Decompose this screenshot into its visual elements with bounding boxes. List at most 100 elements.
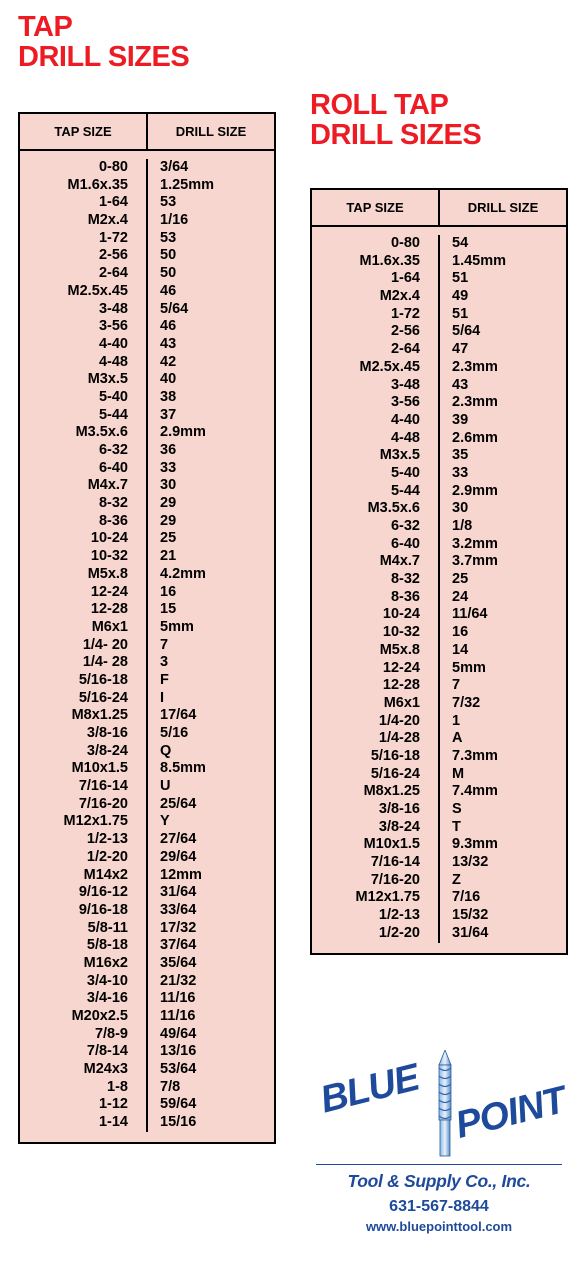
tap-drill-cell: 53/64	[160, 1061, 274, 1079]
tap-drill-cell: 46	[160, 283, 274, 301]
roll-tap-cell: M1.6x.35	[312, 253, 420, 271]
tap-drill-cell: 46	[160, 318, 274, 336]
tap-tap-cell: 3-56	[20, 318, 128, 336]
roll-tap-cell: 5-44	[312, 483, 420, 501]
roll-drill-cell: 2.3mm	[452, 359, 566, 377]
tap-tap-cell: 3-48	[20, 301, 128, 319]
roll-tap-cell: 3-56	[312, 394, 420, 412]
roll-drill-cell: 1	[452, 713, 566, 731]
roll-tap-cell: 6-32	[312, 518, 420, 536]
roll-drill-cell: 14	[452, 642, 566, 660]
tap-drill-cell: 1.25mm	[160, 177, 274, 195]
tap-title-line1: TAP	[18, 12, 189, 42]
roll-tap-cell: M8x1.25	[312, 783, 420, 801]
tap-tap-cell: 5-40	[20, 389, 128, 407]
tap-tap-cell: 8-36	[20, 513, 128, 531]
tap-drill-cell: 38	[160, 389, 274, 407]
tap-tap-cell: 1-12	[20, 1096, 128, 1114]
roll-drill-cell: 54	[452, 235, 566, 253]
roll-drill-cell: 7	[452, 677, 566, 695]
tap-drill-cell: 29	[160, 513, 274, 531]
roll-tap-cell: M3.5x.6	[312, 500, 420, 518]
roll-drill-cell: 7/32	[452, 695, 566, 713]
roll-drill-cell: Z	[452, 872, 566, 890]
roll-header-tapsize: TAP SIZE	[312, 190, 440, 225]
roll-tap-cell: M2.5x.45	[312, 359, 420, 377]
roll-drill-cell: M	[452, 766, 566, 784]
roll-drill-cell: 2.3mm	[452, 394, 566, 412]
tap-drill-cell: 21	[160, 548, 274, 566]
tap-drill-cell: 5/64	[160, 301, 274, 319]
tap-tap-cell: 1-64	[20, 194, 128, 212]
roll-drill-cell: 5mm	[452, 660, 566, 678]
tap-tap-cell: M16x2	[20, 955, 128, 973]
tap-tap-cell: M2.5x.45	[20, 283, 128, 301]
tap-tap-cell: M14x2	[20, 867, 128, 885]
tap-tap-cell: 7/8-9	[20, 1026, 128, 1044]
roll-drill-cell: 1.45mm	[452, 253, 566, 271]
tap-tap-cell: 1/4- 28	[20, 654, 128, 672]
logo-blue-text: BLUE	[316, 1057, 423, 1123]
tap-tap-cell: 2-64	[20, 265, 128, 283]
roll-drill-cell: 2.9mm	[452, 483, 566, 501]
roll-tap-cell: 1/2-13	[312, 907, 420, 925]
roll-tap-cell: 12-24	[312, 660, 420, 678]
roll-body: 0-80M1.6x.351-64M2x.41-722-562-64M2.5x.4…	[312, 227, 566, 953]
roll-drill-cell: T	[452, 819, 566, 837]
tap-tap-cell: 9/16-18	[20, 902, 128, 920]
roll-drill-cell: 51	[452, 306, 566, 324]
roll-drill-cell: 47	[452, 341, 566, 359]
roll-drill-cell: S	[452, 801, 566, 819]
tap-drill-cell: 4.2mm	[160, 566, 274, 584]
tap-tap-cell: M1.6x.35	[20, 177, 128, 195]
tap-table: TAP SIZE DRILL SIZE 0-80M1.6x.351-64M2x.…	[18, 112, 276, 1144]
roll-tap-cell: 1/2-20	[312, 925, 420, 943]
tap-drill-cell: 15	[160, 601, 274, 619]
roll-tap-cell: 12-28	[312, 677, 420, 695]
tap-tap-cell: 12-24	[20, 584, 128, 602]
tap-drill-cell: 49/64	[160, 1026, 274, 1044]
tap-drill-cell: 5/16	[160, 725, 274, 743]
tap-tap-cell: 3/4-10	[20, 973, 128, 991]
logo-url: www.bluepointtool.com	[310, 1219, 568, 1234]
roll-drill-cell: 33	[452, 465, 566, 483]
tap-tap-cell: 4-48	[20, 354, 128, 372]
tap-tap-cell: 3/8-16	[20, 725, 128, 743]
tap-tap-cell: M3.5x.6	[20, 424, 128, 442]
tap-drill-cell: 50	[160, 265, 274, 283]
tap-tap-cell: 10-32	[20, 548, 128, 566]
roll-drill-cell: 7.4mm	[452, 783, 566, 801]
tap-tap-cell: 1/4- 20	[20, 637, 128, 655]
tap-drill-cell: 43	[160, 336, 274, 354]
roll-tap-cell: 5-40	[312, 465, 420, 483]
roll-drill-cell: 13/32	[452, 854, 566, 872]
roll-table: TAP SIZE DRILL SIZE 0-80M1.6x.351-64M2x.…	[310, 188, 568, 955]
roll-drill-cell: 9.3mm	[452, 836, 566, 854]
roll-drill-cell: 7.3mm	[452, 748, 566, 766]
tap-tap-cell: 9/16-12	[20, 884, 128, 902]
tap-header-tapsize: TAP SIZE	[20, 114, 148, 149]
tap-drill-cell: 31/64	[160, 884, 274, 902]
roll-tap-cell: M2x.4	[312, 288, 420, 306]
roll-tap-cell: 8-36	[312, 589, 420, 607]
tap-tap-cell: M10x1.5	[20, 760, 128, 778]
tap-drill-cell: 2.9mm	[160, 424, 274, 442]
tap-drill-cell: 53	[160, 194, 274, 212]
roll-tap-cell: M6x1	[312, 695, 420, 713]
tap-tap-cell: 1/2-13	[20, 831, 128, 849]
tap-header-drillsize: DRILL SIZE	[148, 114, 274, 149]
tap-tap-cell: 3/8-24	[20, 743, 128, 761]
logo-point-text: POINT	[451, 1079, 569, 1148]
roll-title: ROLL TAP DRILL SIZES	[310, 90, 481, 151]
tap-drill-cell: 27/64	[160, 831, 274, 849]
roll-tap-cell: 7/16-20	[312, 872, 420, 890]
tap-drill-cell: 25/64	[160, 796, 274, 814]
tap-tap-cell: 5/16-18	[20, 672, 128, 690]
roll-tap-cell: 5/16-24	[312, 766, 420, 784]
roll-title-line1: ROLL TAP	[310, 90, 481, 120]
tap-drill-cell: I	[160, 690, 274, 708]
tap-drill-cell: 36	[160, 442, 274, 460]
tap-drill-cell: 35/64	[160, 955, 274, 973]
roll-drill-cell: 2.6mm	[452, 430, 566, 448]
tap-tap-cell: 1/2-20	[20, 849, 128, 867]
